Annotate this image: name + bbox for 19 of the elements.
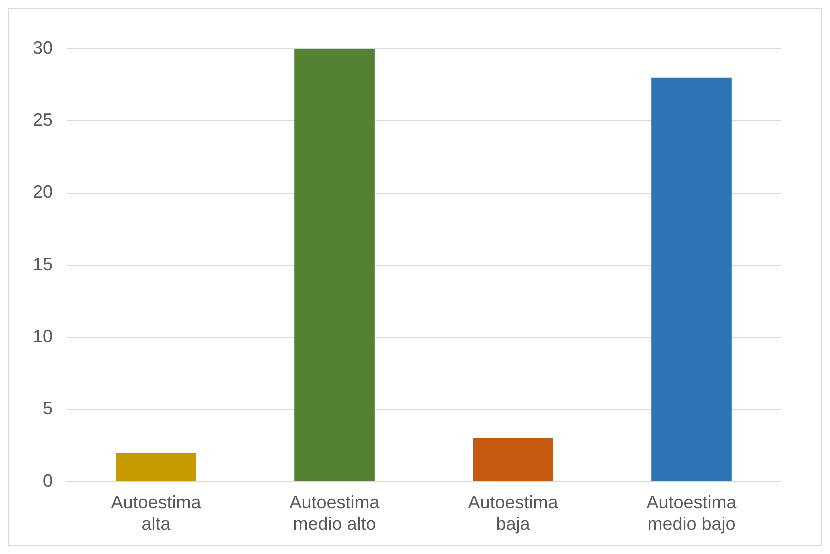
bar [473,438,554,482]
bar [116,452,196,482]
bar [652,78,732,482]
category-label: Autoestima [111,492,202,513]
category-label: medio bajo [648,514,736,534]
category-label: Autoestima [646,492,737,513]
category-label: baja [496,514,530,534]
y-tick-label: 5 [43,398,54,419]
y-tick-label: 20 [32,182,54,202]
category-label: medio alto [293,514,376,534]
bar [294,49,375,482]
category-label: alta [142,514,171,534]
y-tick-label: 0 [43,470,54,491]
category-label: Autoestima [290,492,380,513]
y-tick-label: 10 [32,326,54,346]
y-tick-label: 30 [32,38,54,58]
y-tick-label: 15 [32,254,54,274]
y-tick-label: 25 [32,110,54,130]
category-label: Autoestima [468,492,558,513]
